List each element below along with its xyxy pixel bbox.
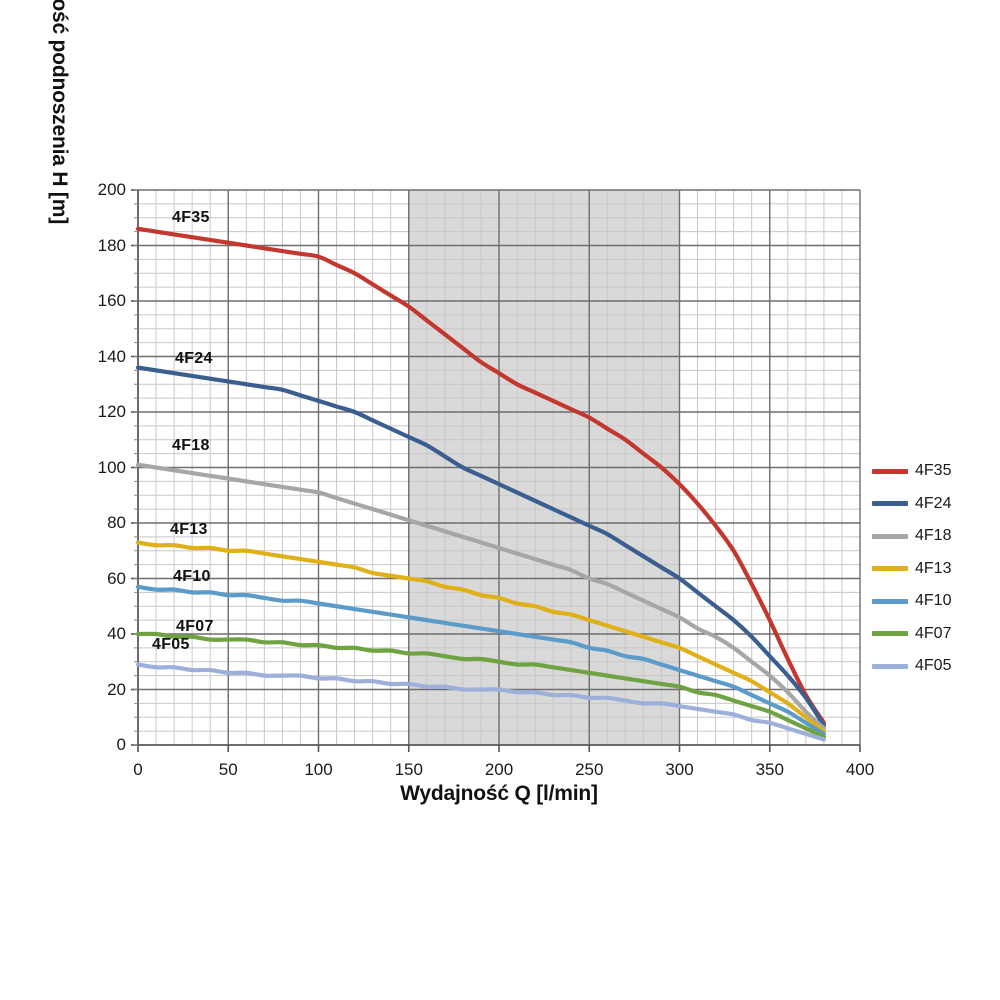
legend-label: 4F13 (915, 559, 952, 577)
inline-label-4f10: 4F10 (173, 568, 211, 585)
inline-label-4f13: 4F13 (170, 521, 208, 538)
x-axis-title-text: Wydajność Q [l/min] (400, 782, 598, 805)
legend-swatch-icon (872, 533, 908, 539)
legend-swatch-icon (872, 598, 908, 604)
y-axis-title: Wysokość podnoszenia H [m] (42, 0, 76, 278)
inline-label-4f35: 4F35 (172, 209, 210, 226)
y-tick-60: 60 (107, 568, 126, 588)
legend-label: 4F07 (915, 624, 952, 642)
x-tick-0: 0 (133, 760, 143, 779)
x-tick-400: 400 (845, 760, 875, 779)
legend-swatch-icon (872, 663, 908, 669)
inline-label-4f18: 4F18 (172, 437, 210, 454)
x-tick-350: 350 (755, 760, 784, 779)
y-tick-160: 160 (97, 291, 126, 310)
y-tick-180: 180 (97, 235, 126, 255)
legend-item-4f35[interactable]: 4F35 (872, 455, 951, 488)
legend-label: 4F05 (915, 657, 952, 675)
legend-label: 4F35 (915, 462, 952, 480)
legend-label: 4F24 (915, 494, 952, 512)
series-line-4f18 (135, 462, 826, 731)
series-line-4f24 (135, 365, 826, 728)
legend-swatch-icon (872, 566, 908, 572)
x-tick-300: 300 (665, 760, 694, 779)
inline-label-4f07: 4F07 (176, 618, 214, 635)
y-tick-20: 20 (107, 679, 126, 699)
legend-swatch-icon (872, 468, 908, 474)
series-line-4f05 (135, 662, 826, 742)
axis-tick-marks (131, 189, 861, 752)
inline-label-4f24: 4F24 (175, 350, 213, 367)
series-curves (135, 226, 826, 742)
legend-item-4f10[interactable]: 4F10 (872, 585, 951, 618)
legend-swatch-icon (872, 631, 908, 637)
x-tick-250: 250 (575, 760, 604, 779)
inline-label-4f05: 4F05 (152, 636, 190, 653)
series-line-4f13 (135, 540, 826, 734)
legend-item-4f18[interactable]: 4F18 (872, 520, 951, 553)
x-tick-150: 150 (394, 760, 423, 779)
x-tick-200: 200 (484, 760, 514, 779)
x-tick-100: 100 (304, 760, 333, 779)
legend-label: 4F18 (915, 527, 952, 545)
y-tick-80: 80 (107, 513, 126, 532)
series-line-4f10 (135, 584, 826, 736)
y-tick-140: 140 (97, 346, 126, 366)
y-tick-100: 100 (97, 457, 126, 477)
y-tick-40: 40 (107, 624, 126, 643)
legend-item-4f24[interactable]: 4F24 (872, 488, 951, 521)
legend-label: 4F10 (915, 592, 952, 610)
series-line-4f35 (135, 226, 826, 725)
x-axis-title: Wydajność Q [l/min] (138, 782, 860, 806)
legend-item-4f13[interactable]: 4F13 (872, 553, 951, 586)
legend-swatch-icon (872, 501, 908, 507)
legend-item-4f05[interactable]: 4F05 (872, 650, 951, 683)
chart-legend: 4F35 4F24 4F18 4F13 4F10 4F07 4F05 (872, 455, 951, 683)
y-tick-120: 120 (97, 402, 126, 421)
y-tick-200: 200 (97, 180, 126, 199)
x-tick-50: 50 (218, 760, 238, 779)
y-tick-0: 0 (116, 735, 126, 754)
legend-item-4f07[interactable]: 4F07 (872, 618, 951, 651)
series-line-4f07 (135, 631, 826, 739)
y-axis-title-text: Wysokość podnoszenia H [m] (48, 0, 71, 224)
